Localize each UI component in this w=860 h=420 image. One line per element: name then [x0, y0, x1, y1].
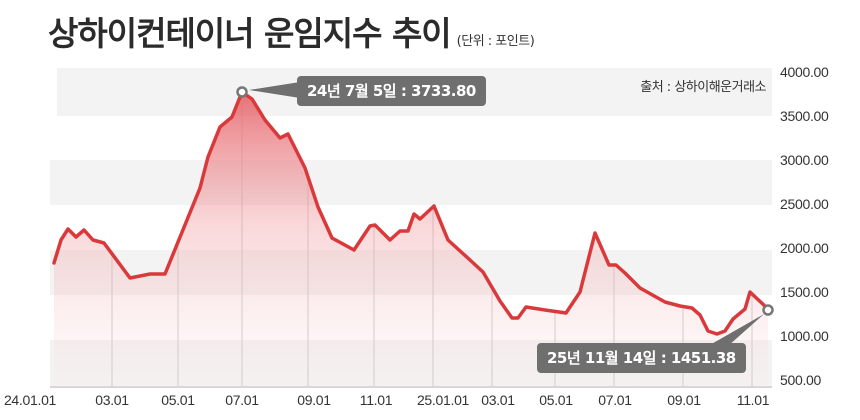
source-label: 출처 : 상하이해운거래소	[640, 80, 766, 95]
x-tick: 03.01	[481, 392, 515, 408]
y-tick: 500.00	[780, 372, 822, 388]
latest-marker[interactable]	[762, 304, 774, 316]
x-tick: 07.01	[225, 392, 259, 408]
x-tick: 09.01	[297, 392, 331, 408]
x-tick: 24.01.01	[3, 392, 57, 408]
peak-callout: 24년 7월 5일 : 3733.80	[297, 76, 486, 106]
x-tick: 05.01	[161, 392, 195, 408]
latest-callout-pointer	[708, 314, 764, 346]
x-tick: 05.01	[539, 392, 573, 408]
unit-label: (단위 : 포인트)	[456, 34, 535, 49]
x-tick: 03.01	[95, 392, 129, 408]
chart-header: 상하이컨테이너 운임지수 추이 (단위 : 포인트)	[48, 14, 535, 54]
x-tick: 09.01	[667, 392, 701, 408]
y-tick: 2000.00	[780, 240, 829, 256]
y-tick: 3500.00	[780, 108, 829, 124]
chart-title: 상하이컨테이너 운임지수 추이	[48, 14, 452, 53]
x-tick: 07.01	[598, 392, 632, 408]
peak-marker[interactable]	[236, 86, 248, 98]
x-tick: 11.01	[359, 392, 393, 408]
x-tick: 11.01	[736, 392, 770, 408]
y-tick: 3000.00	[780, 152, 829, 168]
area-fill	[54, 92, 768, 387]
y-tick: 2500.00	[780, 196, 829, 212]
y-tick: 1000.00	[780, 328, 829, 344]
y-tick: 1500.00	[780, 284, 829, 300]
latest-callout: 25년 11월 14일 : 1451.38	[537, 343, 746, 373]
peak-callout-pointer	[249, 82, 300, 98]
data-line	[52, 90, 770, 336]
x-tick: 25.01.01	[416, 392, 470, 408]
y-tick: 4000.00	[780, 64, 829, 80]
